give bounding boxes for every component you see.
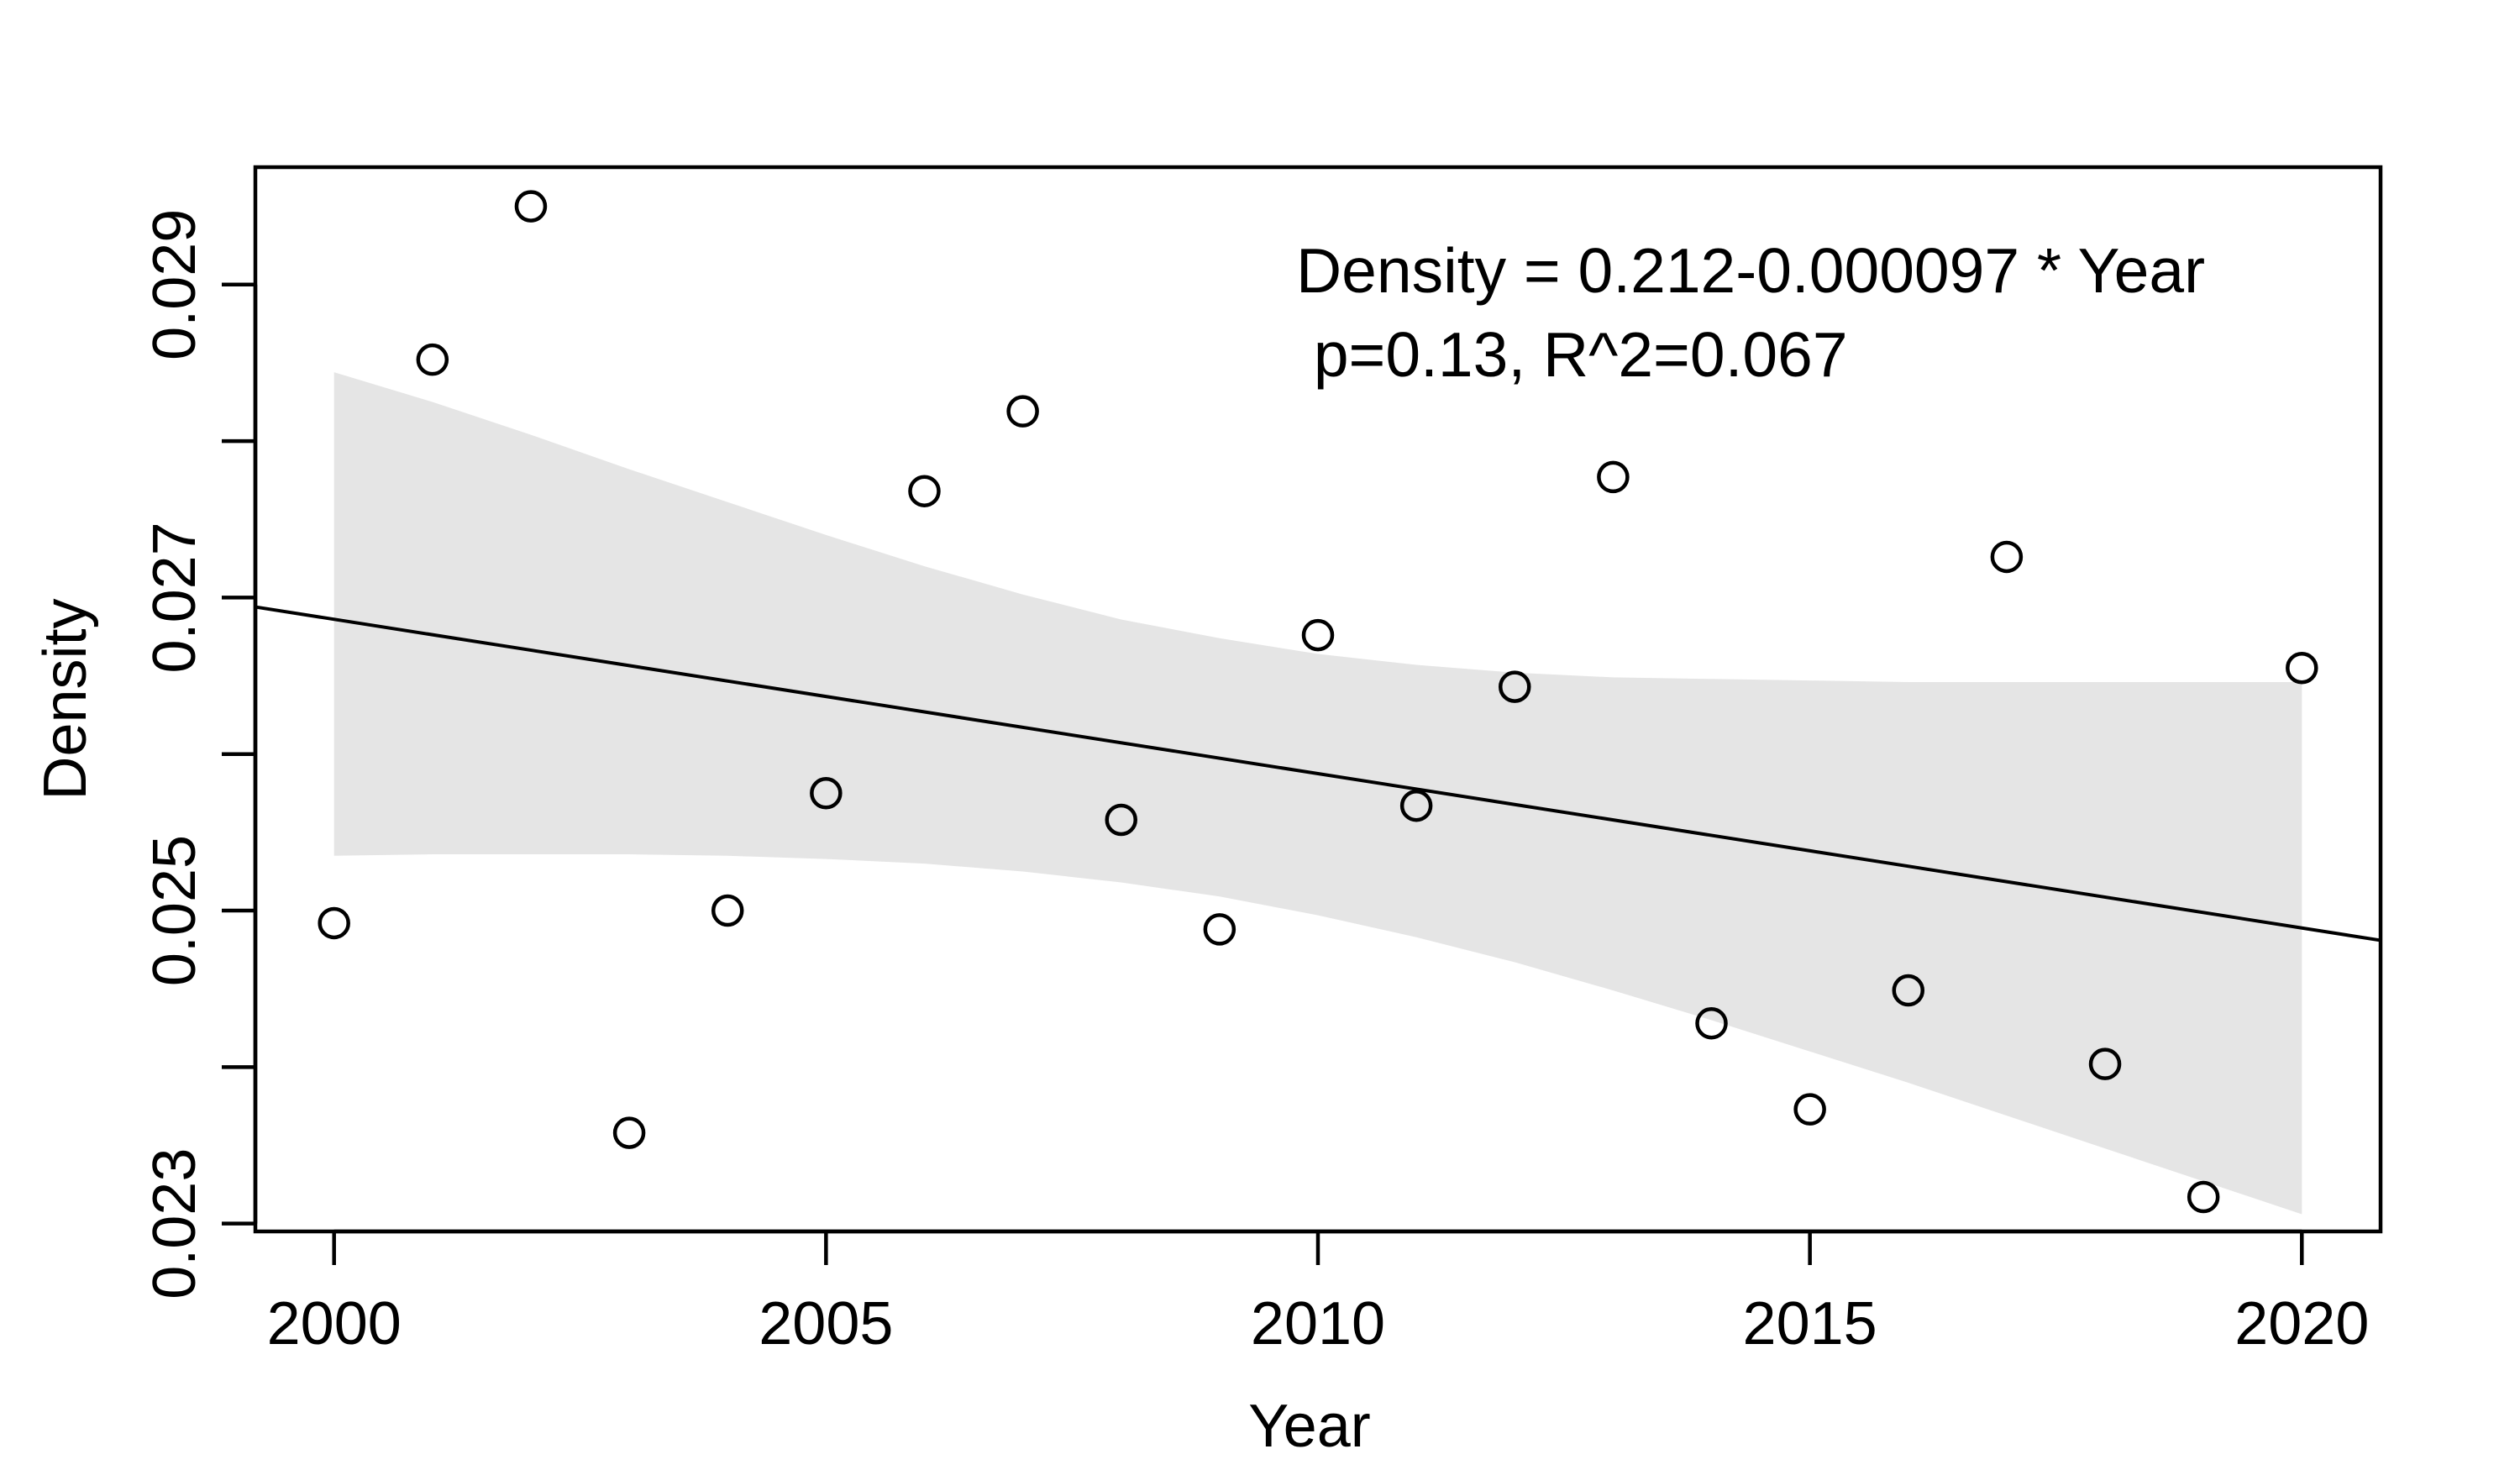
- x-axis: 2000 2005 2010 2015 2020: [267, 1229, 2369, 1357]
- y-tick-label: 0.029: [141, 209, 208, 360]
- y-axis: 0.023 0.025 0.027 0.029: [141, 209, 258, 1299]
- data-point: [318, 906, 350, 940]
- data-point: [1399, 789, 1433, 822]
- data-point: [1793, 1093, 1826, 1126]
- data-point: [2088, 1047, 2122, 1080]
- y-axis-title: Density: [32, 598, 99, 800]
- data-point: [1203, 913, 1236, 946]
- data-point: [1499, 670, 1531, 703]
- data-point: [416, 343, 449, 376]
- x-tick-label: 2020: [2234, 1290, 2369, 1357]
- y-tick-label: 0.023: [141, 1148, 208, 1299]
- x-axis-title: Year: [1248, 1393, 1370, 1460]
- plot-area: [255, 190, 2381, 1215]
- x-tick-label: 2000: [267, 1290, 402, 1357]
- data-point: [711, 894, 744, 927]
- data-point: [1105, 803, 1137, 837]
- y-tick-label: 0.025: [141, 835, 208, 986]
- data-point: [810, 777, 843, 810]
- data-point: [1006, 395, 1039, 428]
- data-point: [2187, 1180, 2220, 1214]
- data-point: [612, 1116, 646, 1149]
- confidence-band: [333, 372, 2302, 1215]
- data-point: [1301, 618, 1335, 652]
- data-point: [1695, 1006, 1728, 1040]
- data-point: [1990, 540, 2024, 574]
- data-point: [1597, 460, 1630, 494]
- data-point: [514, 190, 548, 223]
- regression-equation: Density = 0.212-0.000097 * Year: [1296, 235, 2205, 306]
- data-points: [318, 190, 2318, 1214]
- y-tick-label: 0.027: [141, 522, 208, 673]
- regression-line: [255, 605, 2381, 942]
- data-point: [1892, 974, 1925, 1007]
- x-tick-label: 2005: [759, 1290, 893, 1357]
- x-tick-label: 2015: [1743, 1290, 1877, 1357]
- data-point: [908, 475, 941, 507]
- regression-stats: p=0.13, R^2=0.067: [1296, 319, 1848, 390]
- x-tick-label: 2010: [1251, 1290, 1385, 1357]
- data-point: [2286, 651, 2318, 685]
